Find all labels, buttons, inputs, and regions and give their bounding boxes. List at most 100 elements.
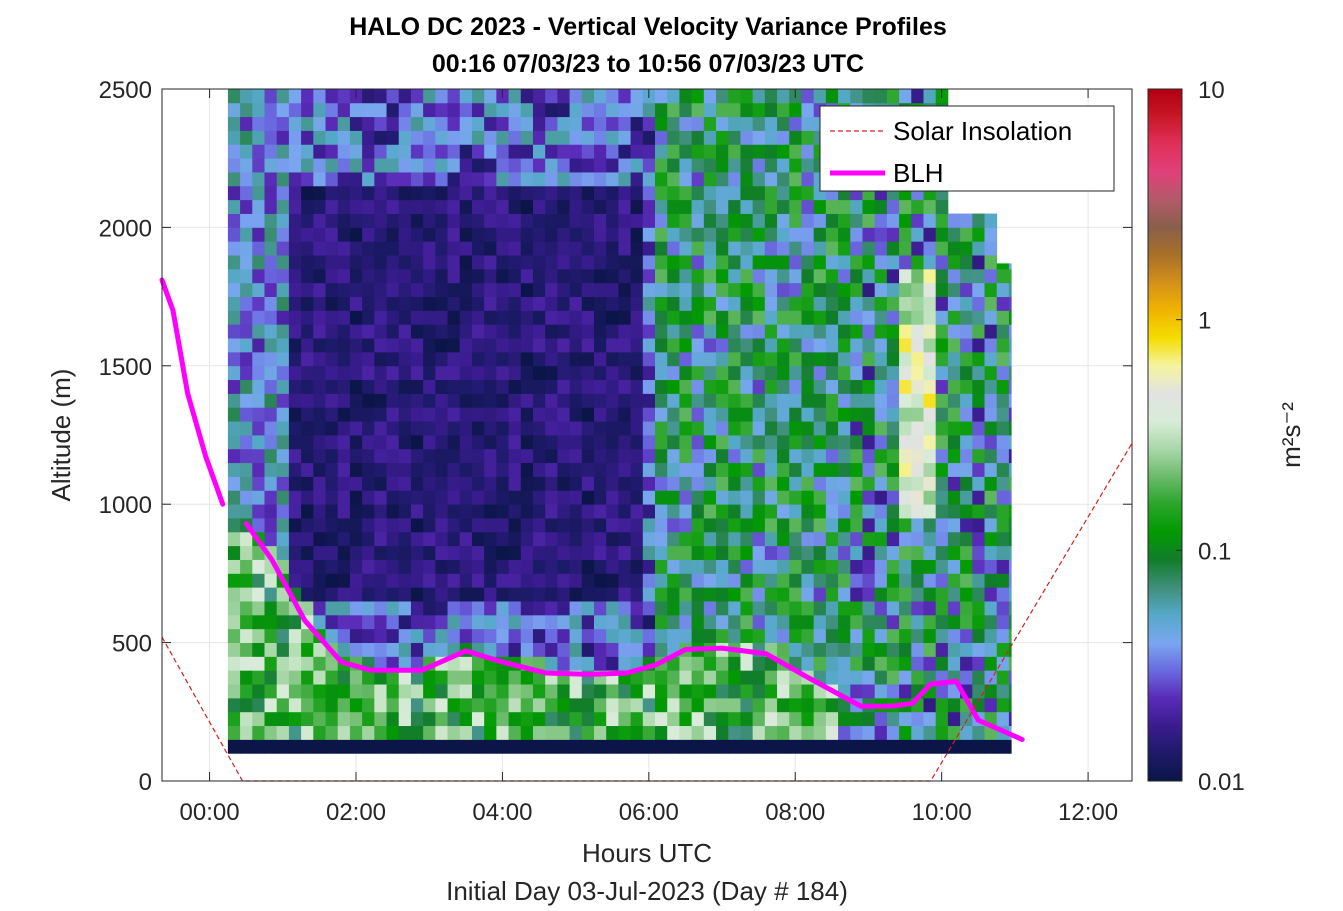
heatmap-cell [532,144,546,159]
heatmap-cell [362,697,375,713]
heatmap-cell [362,310,375,325]
heatmap-cell [520,102,534,118]
heatmap-cell [667,697,680,713]
heatmap-cell [545,504,558,519]
heatmap-cell [288,725,302,740]
heatmap-cell [459,255,473,270]
heatmap-cell [825,241,839,256]
heatmap-cell [886,725,900,740]
heatmap-cell [276,642,290,657]
colorbar-tick-label: 0.1 [1198,538,1231,565]
heatmap-cell [288,545,302,560]
heatmap-cell [398,518,412,533]
heatmap-cell [227,255,241,270]
heatmap-cell [435,227,448,242]
heatmap-cell [423,185,436,201]
heatmap-cell [655,462,668,477]
heatmap-cell [960,448,973,464]
heatmap-cell [874,310,888,325]
heatmap-cell [899,628,912,643]
heatmap-cell [716,255,729,270]
heatmap-cell [227,739,241,754]
heatmap-cell [1008,573,1012,588]
heatmap-cell [557,684,570,699]
heatmap-cell [410,448,424,464]
heatmap-cell [728,711,741,727]
heatmap-cell [899,310,912,325]
heatmap-cell [1008,614,1012,630]
heatmap-cell [435,393,448,408]
heatmap-cell [996,268,1010,284]
heatmap-cell [691,89,705,104]
heatmap-cell [947,393,961,408]
heatmap-cell [252,213,265,228]
heatmap-cell [984,476,998,491]
heatmap-cell [581,476,595,491]
heatmap-cell [325,697,339,713]
heatmap-cell [703,739,717,754]
heatmap-cell [886,255,900,270]
heatmap-cell [301,172,314,187]
heatmap-cell [813,697,827,713]
heatmap-cell [227,365,241,381]
heatmap-cell [532,462,546,477]
heatmap-cell [557,268,570,284]
heatmap-cell [618,199,632,214]
heatmap-cell [728,227,741,242]
heatmap-cell [569,476,583,491]
heatmap-cell [996,282,1010,297]
heatmap-cell [593,490,607,505]
heatmap-cell [484,227,497,242]
heatmap-cell [923,518,937,533]
heatmap-cell [423,476,436,491]
heatmap-cell [581,642,595,657]
heatmap-cell [362,365,375,381]
heatmap-cell [301,227,314,242]
heatmap-cell [362,227,375,242]
y-tick-label: 2000 [99,215,152,242]
heatmap-cell [911,268,924,284]
heatmap-cell [288,199,302,214]
heatmap-cell [813,628,827,643]
heatmap-cell [240,448,253,464]
heatmap-cell [886,351,900,367]
heatmap-cell [606,338,619,353]
heatmap-cell [423,102,436,118]
heatmap-cell [752,213,766,228]
heatmap-cell [227,656,241,671]
heatmap-cell [301,697,314,713]
heatmap-cell [691,545,705,560]
heatmap-cell [935,684,949,699]
heatmap-cell [435,268,448,284]
heatmap-cell [655,199,668,214]
heatmap-cell [667,587,680,602]
heatmap-cell [850,601,863,616]
heatmap-cell [276,545,290,560]
heatmap-cell [520,601,534,616]
heatmap-cell [349,255,363,270]
heatmap-cell [972,213,985,228]
heatmap-cell [874,739,888,754]
heatmap-cell [703,324,717,339]
heatmap-cell [764,296,778,311]
heatmap-cell [960,739,973,754]
heatmap-cell [569,697,583,713]
heatmap-cell [777,393,790,408]
heatmap-cell [520,518,534,533]
heatmap-cell [301,130,314,145]
heatmap-cell [618,435,632,450]
heatmap-cell [374,241,387,256]
heatmap-cell [862,559,876,574]
heatmap-cell [398,89,412,104]
heatmap-cell [752,89,766,104]
heatmap-cell [496,670,509,685]
heatmap-cell [642,379,656,394]
heatmap-cell [545,102,558,118]
heatmap-cell [447,379,461,394]
heatmap-cell [655,185,668,201]
heatmap-cell [618,407,632,422]
heatmap-cell [325,213,339,228]
heatmap-cell [789,642,802,657]
heatmap-cell [764,490,778,505]
heatmap-cell [471,158,485,173]
